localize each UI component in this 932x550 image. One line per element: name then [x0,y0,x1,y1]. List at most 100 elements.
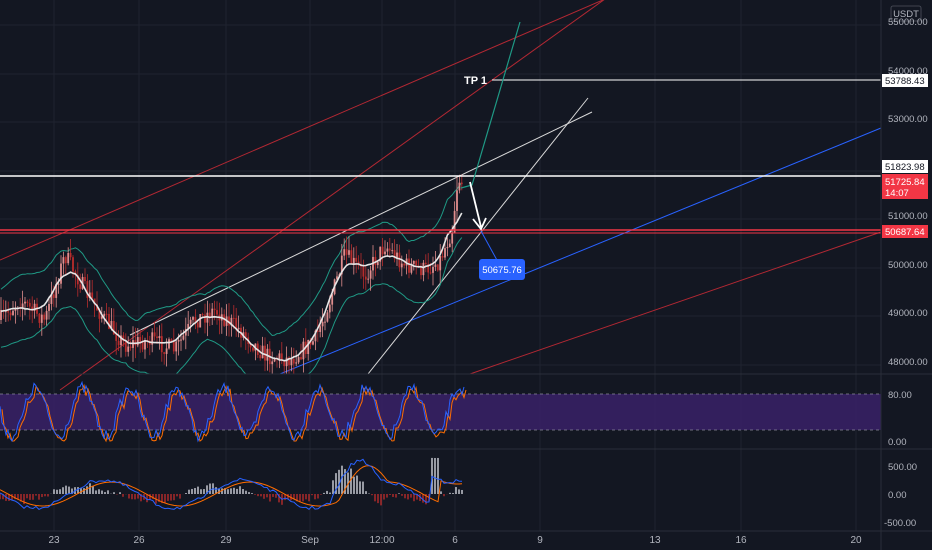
price-tick-50000: 50000.00 [888,260,928,271]
candle-body-37 [88,292,91,298]
projection [460,21,521,263]
time-tick-16: 16 [735,535,747,546]
candle-body-45 [108,313,110,329]
candle-body-65 [156,336,158,339]
candle-body-110 [264,345,266,361]
candle-body-144 [345,249,348,255]
candle-body-38 [91,292,94,299]
candle-body-172 [412,260,415,264]
candle-body-186 [446,247,449,249]
osc2-tick-minus500: -500.00 [884,518,916,529]
osc1-tick-80: 80.00 [888,390,912,401]
candle-body-80 [192,317,194,320]
price-axis[interactable]: USDT 55000.00 54000.00 53000.00 51000.00… [882,5,928,529]
candle-body-190 [456,190,458,211]
price-tick-55000: 55000.00 [888,17,928,28]
candle-body-95 [228,316,230,326]
candle-body-30 [72,257,74,272]
candle-body-133 [319,326,322,332]
target-callout-bg [479,259,525,280]
candle-body-72 [172,341,175,352]
candle-body-52 [124,341,127,352]
time-tick-29: 29 [220,535,232,546]
candle-body-118 [283,360,286,367]
candle-body-73 [175,341,178,352]
candle-body-78 [187,323,190,329]
candle-body-168 [403,263,406,266]
red-channel-upper [0,0,605,261]
resistance-price-tag-bg [882,160,928,173]
candle-body-58 [139,337,142,342]
candle-body-3 [7,311,10,313]
candle-body-86 [206,312,209,323]
candle-body-124 [297,357,300,363]
bollinger-upper [0,182,463,337]
macd-oscillator [0,457,463,511]
candle-body-162 [388,248,391,251]
candle-body-4 [9,312,12,316]
candle-body-43 [103,313,106,317]
candle-body-167 [400,263,403,268]
candle-body-29 [69,252,72,258]
candle-body-2 [4,311,7,313]
last-price-tag[interactable]: 51725.84 14:07 [882,174,928,199]
candle-body-114 [273,358,276,362]
candle-body-108 [259,354,262,359]
candle-body-5 [12,310,14,316]
candle-body-49 [117,340,120,346]
price-axis-bg[interactable] [881,0,932,550]
time-axis[interactable]: 23 26 29 Sep 12:00 6 9 13 16 20 [48,535,862,546]
wedge-upper [129,111,593,336]
tp1-price-tag-text: 53788.43 [885,76,925,87]
candle-body-148 [355,257,358,262]
candle-body-142 [340,255,343,275]
main-panel-bg [0,0,881,374]
candle-body-169 [405,258,408,266]
support-price-tag[interactable]: 50687.64 [882,225,928,238]
candle-body-160 [384,251,386,255]
basis-line [0,212,463,362]
candle-body-32 [76,274,79,285]
candle-body-161 [386,248,389,252]
candle-body-181 [434,264,437,267]
candle-body-36 [86,281,89,298]
candle-body-143 [343,249,346,256]
candle-body-57 [136,337,139,346]
candle-body-18 [43,314,46,320]
candle-body-113 [271,361,274,365]
candle-body-122 [292,358,295,364]
candle-body-75 [180,339,182,341]
tp1-price-tag[interactable]: 53788.43 [882,74,928,87]
candle-body-44 [105,313,108,315]
candle-body-132 [316,330,319,332]
candle-body-137 [328,304,331,313]
currency-label: USDT [893,9,919,20]
candle-body-54 [129,346,132,348]
candle-body-140 [336,276,338,280]
candle-body-156 [374,256,377,266]
candle-body-26 [62,257,65,264]
projection-arrowhead [472,217,487,231]
candle-body-138 [331,294,334,305]
candle-body-11 [26,301,29,303]
candle-body-67 [160,336,163,353]
last-price-tag-bg [882,174,928,199]
candle-body-79 [189,319,192,324]
time-tick-1200: 12:00 [369,535,394,546]
candle-body-17 [40,314,43,323]
candle-body-89 [213,308,216,311]
candle-body-182 [436,264,439,271]
candle-body-105 [252,347,254,351]
candle-body-131 [314,330,317,342]
target-callout[interactable]: 50675.76 [479,259,525,280]
stoch-k-line [0,380,465,443]
candle-body-25 [60,263,62,284]
candle-body-51 [122,335,125,342]
bollinger-lower [0,237,463,375]
resistance-price-tag[interactable]: 51823.98 [882,160,928,173]
candle-body-42 [100,316,103,319]
candle-body-19 [45,310,48,320]
candle-body-12 [28,302,31,307]
candle-body-134 [321,321,324,327]
